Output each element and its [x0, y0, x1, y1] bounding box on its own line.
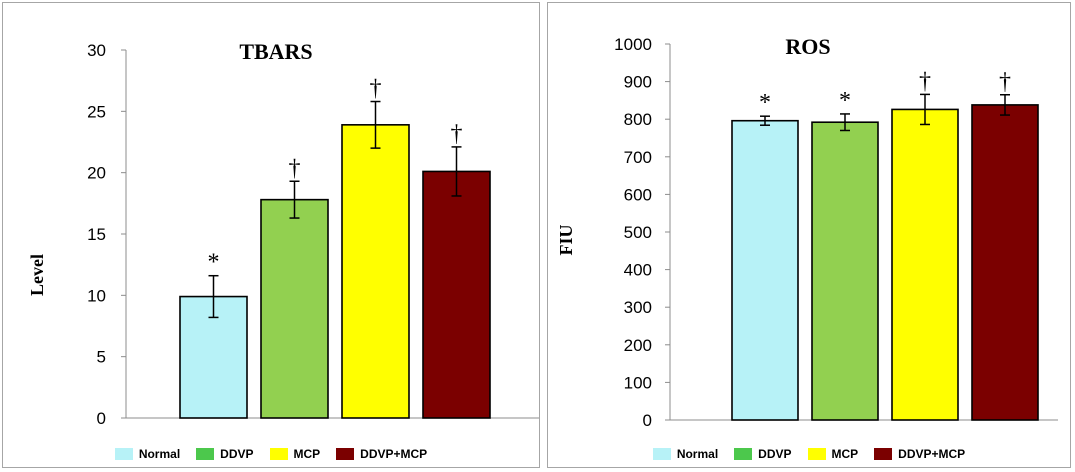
y-tick-label: 15 — [87, 225, 106, 244]
legend-label: Normal — [138, 447, 181, 461]
legend-label: MCP — [831, 447, 859, 461]
bar-mcp — [341, 124, 410, 419]
y-tick-label: 100 — [624, 373, 652, 392]
y-tick-label: 400 — [624, 261, 652, 280]
bar-normal — [731, 119, 799, 421]
y-tick-label: 1000 — [614, 35, 652, 54]
bar-mcp — [891, 108, 959, 421]
ros-chart-panel: ROS FIU 0 100 200 300 400 500 600 700 800 900 1000 * *… — [547, 2, 1071, 468]
bar-ddvp — [811, 121, 879, 421]
legend-swatch — [807, 448, 826, 460]
significance-mark: † — [919, 68, 931, 94]
legend-swatch — [269, 448, 288, 460]
y-tick-label: 10 — [87, 286, 106, 305]
y-axis-label: Level — [27, 254, 47, 296]
legend-item-ddvp: DDVP — [196, 447, 254, 461]
legend-item-ddvp-mcp: DDVP+MCP — [874, 447, 965, 461]
legend-label: Normal — [676, 447, 719, 461]
y-tick-label: 800 — [624, 110, 652, 129]
legend-label: DDVP — [758, 447, 792, 461]
significance-mark: † — [451, 121, 463, 147]
legend-item-mcp: MCP — [269, 447, 321, 461]
y-tick-label: 0 — [97, 409, 106, 428]
y-tick-label: 600 — [624, 185, 652, 204]
significance-mark: † — [999, 69, 1011, 95]
legend-label: MCP — [293, 447, 321, 461]
chart-title: TBARS — [239, 39, 312, 64]
legend-swatch — [734, 448, 753, 460]
legend-item-ddvp-mcp: DDVP+MCP — [336, 447, 427, 461]
legend-item-mcp: MCP — [807, 447, 859, 461]
legend-item-ddvp: DDVP — [734, 447, 792, 461]
chart-title: ROS — [785, 34, 830, 59]
legend-swatch — [652, 448, 671, 460]
bar-ddvp-mcp — [422, 170, 491, 419]
y-tick-label: 25 — [87, 102, 106, 121]
y-tick-label: 0 — [643, 411, 652, 430]
tbars-chart-panel: TBARS Level 0 5 10 15 20 25 30 * † † † Normal DDVP M… — [2, 2, 540, 468]
legend-swatch — [336, 448, 355, 460]
y-tick-label: 200 — [624, 336, 652, 355]
y-axis-label: FIU — [556, 225, 576, 256]
ros-chart: ROS FIU 0 100 200 300 400 500 600 700 800 900 1000 * *… — [556, 34, 1058, 430]
y-tick-label: 30 — [87, 41, 106, 60]
significance-mark: † — [289, 155, 301, 181]
legend-label: DDVP+MCP — [360, 447, 428, 461]
tbars-legend: Normal DDVP MCP DDVP+MCP — [3, 447, 539, 461]
y-tick-label: 700 — [624, 148, 652, 167]
y-tick-label: 900 — [624, 73, 652, 92]
legend-item-normal: Normal — [652, 447, 719, 461]
tbars-chart: TBARS Level 0 5 10 15 20 25 30 * † † † — [27, 39, 539, 428]
significance-mark: † — [370, 76, 382, 102]
legend-label: DDVP — [220, 447, 254, 461]
y-tick-label: 5 — [97, 348, 106, 367]
legend-swatch — [874, 448, 893, 460]
legend-label: DDVP+MCP — [898, 447, 966, 461]
significance-mark: * — [839, 88, 851, 114]
significance-mark: * — [208, 250, 220, 276]
y-tick-label: 500 — [624, 223, 652, 242]
significance-mark: * — [759, 90, 771, 116]
legend-swatch — [196, 448, 215, 460]
y-tick-label: 300 — [624, 298, 652, 317]
legend-swatch — [114, 448, 133, 460]
legend-item-normal: Normal — [114, 447, 181, 461]
y-tick-label: 20 — [87, 164, 106, 183]
bar-ddvp — [260, 198, 329, 419]
bar-ddvp-mcp — [971, 104, 1039, 421]
ros-legend: Normal DDVP MCP DDVP+MCP — [548, 447, 1070, 461]
